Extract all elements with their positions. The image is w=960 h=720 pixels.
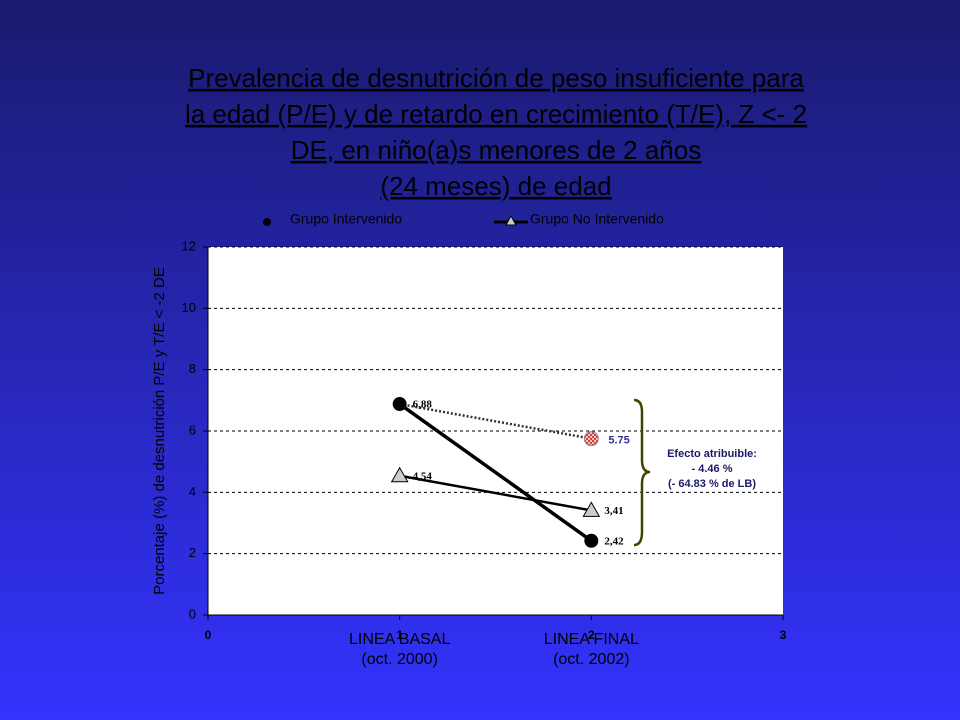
y-tick-label: 2 <box>189 545 196 560</box>
value-label: 2,42 <box>604 535 624 547</box>
value-label: 3,41 <box>604 505 623 517</box>
legend-marker <box>505 214 517 226</box>
y-tick-label: 12 <box>182 238 196 253</box>
point <box>582 501 601 517</box>
plot-area <box>208 247 783 615</box>
title-line: DE, en niño(a)s menores de 2 años <box>291 135 701 165</box>
x-tick-label: 0 <box>205 628 212 642</box>
x-tick-label: 3 <box>780 628 787 642</box>
projection-line <box>399 402 592 440</box>
point <box>390 466 409 483</box>
title-line: Prevalencia de desnutrición de peso insu… <box>188 63 804 93</box>
y-tick-label: 6 <box>189 422 196 437</box>
y-tick-label: 8 <box>189 361 196 376</box>
point <box>584 533 599 548</box>
x-tick-label: 2 <box>588 628 595 642</box>
series-line <box>398 402 593 543</box>
y-tick-label: 10 <box>182 300 196 315</box>
series-line <box>399 474 592 512</box>
y-axis-label: Porcentaje (%) de desnutrición P/E y T/E… <box>151 267 168 595</box>
point <box>392 397 407 412</box>
annotation: - 4.46 % <box>692 463 733 475</box>
title-line: (24 meses) de edad <box>380 171 611 201</box>
brace <box>633 398 651 547</box>
projection-label: 5.75 <box>608 435 629 447</box>
projection-point <box>583 431 599 447</box>
annotation: (- 64.83 % de LB) <box>668 478 756 490</box>
legend-label: Grupo No Intervenido <box>530 211 664 227</box>
y-tick-label: 4 <box>189 484 196 499</box>
period-label: (oct. 2000) <box>361 651 437 668</box>
y-tick-label: 0 <box>189 606 196 621</box>
period-label: (oct. 2002) <box>553 651 629 668</box>
period-label: LINEA BASAL <box>349 631 450 648</box>
value-label: 4,54 <box>413 470 433 482</box>
annotation: Efecto atribuible: <box>667 448 757 460</box>
legend-marker <box>263 218 271 226</box>
x-tick-label: 1 <box>396 628 403 642</box>
period-label: LINEA FINAL <box>544 631 639 648</box>
legend-label: Grupo Intervenido <box>290 211 402 227</box>
title-line: la edad (P/E) y de retardo en crecimient… <box>185 99 807 129</box>
value-label: 6,88 <box>413 399 433 411</box>
